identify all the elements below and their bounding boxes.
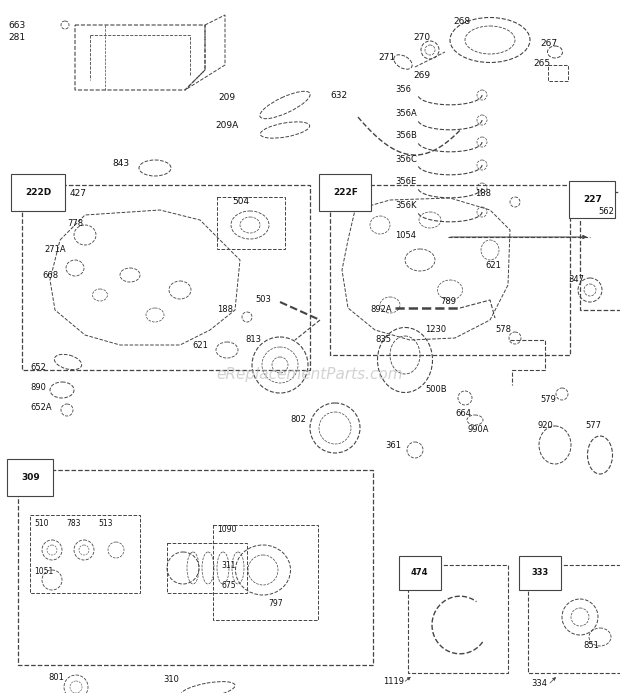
Text: 427: 427	[70, 188, 87, 198]
Bar	[217, 197, 285, 249]
Text: 361: 361	[385, 441, 401, 450]
Text: 990A: 990A	[468, 426, 490, 435]
Text: 843: 843	[112, 159, 129, 168]
Text: 281: 281	[8, 33, 25, 42]
Text: 347: 347	[568, 276, 584, 285]
Text: 562: 562	[598, 207, 614, 216]
Text: 1051: 1051	[34, 566, 53, 575]
Text: 621: 621	[485, 261, 501, 270]
Text: 271: 271	[378, 53, 395, 62]
Text: 209: 209	[218, 94, 235, 103]
Bar	[22, 185, 310, 370]
Text: 652: 652	[30, 364, 46, 373]
Text: 227: 227	[583, 195, 602, 204]
Bar	[167, 543, 247, 593]
Text: 503: 503	[255, 295, 271, 304]
Text: 356A: 356A	[395, 109, 417, 119]
Text: 188: 188	[217, 306, 233, 315]
Text: 310: 310	[163, 676, 179, 685]
Text: 797: 797	[268, 599, 283, 608]
Text: 222F: 222F	[333, 188, 358, 197]
Bar	[548, 65, 568, 81]
Text: 188: 188	[475, 188, 491, 198]
Text: 652A: 652A	[30, 403, 51, 412]
Text: 578: 578	[495, 326, 511, 335]
Text: 504: 504	[232, 198, 249, 207]
Bar	[408, 565, 508, 673]
Text: 334: 334	[531, 678, 547, 687]
Text: 920: 920	[537, 421, 553, 430]
Text: 513: 513	[98, 518, 112, 527]
Text: 851: 851	[583, 640, 599, 649]
Text: 783: 783	[66, 518, 81, 527]
Text: 1054: 1054	[395, 231, 416, 240]
Text: 663: 663	[8, 21, 25, 30]
Bar	[330, 185, 570, 355]
Text: 802: 802	[290, 416, 306, 425]
Text: eReplacementParts.com: eReplacementParts.com	[216, 367, 404, 382]
Text: 474: 474	[411, 568, 428, 577]
Text: 356: 356	[395, 85, 411, 94]
Bar	[580, 192, 620, 310]
Text: 664: 664	[455, 408, 471, 417]
Text: 813: 813	[245, 335, 261, 344]
Text: 579: 579	[540, 396, 556, 405]
Text: 311: 311	[221, 561, 236, 570]
Text: 356K: 356K	[395, 202, 417, 211]
Text: 271A: 271A	[44, 245, 66, 254]
Text: 675: 675	[221, 581, 236, 590]
Text: 632: 632	[330, 91, 347, 100]
Text: 270: 270	[413, 33, 430, 42]
Text: 668: 668	[42, 270, 58, 279]
Text: 892A: 892A	[370, 306, 392, 315]
Bar	[528, 565, 620, 673]
Text: 1119: 1119	[383, 676, 404, 685]
Text: 500B: 500B	[425, 385, 446, 394]
Text: 356E: 356E	[395, 177, 416, 186]
Text: 890: 890	[30, 383, 46, 392]
Text: 835: 835	[375, 335, 391, 344]
Text: 789: 789	[440, 297, 456, 306]
Text: 356C: 356C	[395, 155, 417, 164]
Text: 265: 265	[533, 58, 550, 67]
Bar	[30, 515, 140, 593]
Bar	[213, 525, 318, 620]
Text: 577: 577	[585, 421, 601, 430]
Text: 333: 333	[531, 568, 548, 577]
Text: 268: 268	[453, 17, 470, 26]
Text: 621: 621	[192, 340, 208, 349]
Text: 222D: 222D	[25, 188, 51, 197]
Text: 510: 510	[34, 518, 48, 527]
Text: 1090: 1090	[217, 525, 236, 534]
Text: 269: 269	[413, 71, 430, 80]
Text: 778: 778	[67, 218, 83, 227]
Text: 1230: 1230	[425, 326, 446, 335]
Bar	[18, 470, 373, 665]
Text: 801: 801	[48, 672, 64, 681]
Text: 209A: 209A	[215, 121, 238, 130]
Text: 309: 309	[21, 473, 40, 482]
Text: 356B: 356B	[395, 132, 417, 141]
Text: 267: 267	[540, 39, 557, 48]
